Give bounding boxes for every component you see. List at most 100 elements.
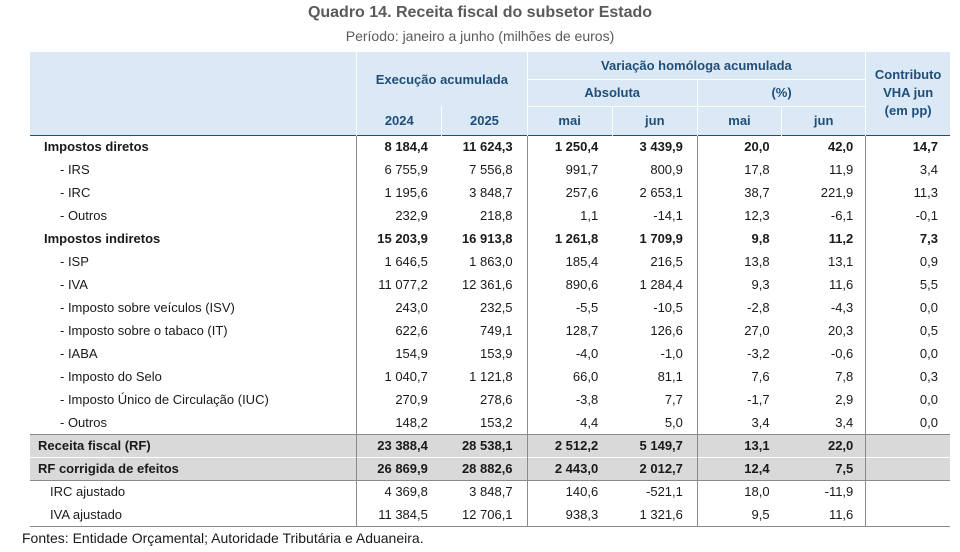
- row-label: - Outros: [60, 208, 107, 223]
- row-value: [865, 456, 950, 480]
- row-value: 81,1: [657, 369, 683, 384]
- fiscal-revenue-table: Execução acumulada Variação homóloga acu…: [30, 52, 950, 527]
- row-value: -4,0: [526, 342, 613, 365]
- row-value: 4 369,8: [356, 479, 442, 503]
- row-value: 0,9: [865, 250, 950, 273]
- row-label: - Imposto sobre veículos (ISV): [60, 300, 235, 315]
- row-value: 7,3: [865, 227, 950, 250]
- table-subtitle: Período: janeiro a junho (milhões de eur…: [345, 28, 615, 44]
- row-value: 28 882,6: [441, 456, 528, 480]
- row-value: 128,7: [526, 319, 613, 342]
- table-row: - IRS 6 755,9 7 556,8 991,7 800,9 17,8 11,9 3,4: [30, 158, 950, 181]
- row-value: -6,1: [830, 208, 854, 223]
- row-value: 23 388,4: [356, 433, 442, 457]
- source-note: Fontes: Entidade Orçamental; Autoridade …: [22, 530, 424, 546]
- row-value: 20,0: [696, 134, 782, 158]
- row-value: 28 538,1: [441, 433, 528, 457]
- row-label: - Imposto sobre o tabaco (IT): [60, 323, 228, 338]
- row-value: 9,3: [696, 273, 782, 296]
- row-value: 1 321,6: [612, 503, 698, 527]
- table-row: - Outros 232,9 218,8 1,1 -14,1 12,3 -6,1 -0,1: [30, 204, 950, 227]
- row-value: 2 443,0: [526, 456, 613, 480]
- row-label: - IABA: [60, 346, 98, 361]
- row-value: [865, 479, 950, 503]
- row-value: 278,6: [480, 392, 513, 407]
- row-value: 153,2: [480, 414, 513, 430]
- row-value: 6 755,9: [356, 158, 442, 181]
- header-abs-jun: jun: [611, 106, 698, 135]
- row-value: 11,9: [828, 162, 854, 177]
- row-value: 38,7: [696, 181, 782, 204]
- row-value: 12 361,6: [461, 277, 513, 292]
- row-value: 991,7: [526, 158, 613, 181]
- row-value: 11,6: [781, 503, 866, 527]
- row-value: 20,3: [827, 323, 854, 338]
- row-value: 0,0: [865, 296, 950, 319]
- row-value: 13,1: [827, 254, 854, 269]
- row-value: 66,0: [526, 365, 613, 388]
- row-value: -1,0: [660, 346, 683, 361]
- row-value: 26 869,9: [356, 456, 442, 480]
- row-label: Impostos indiretos: [44, 231, 161, 246]
- row-value: -521,1: [612, 479, 698, 503]
- row-value: 5,5: [865, 273, 950, 296]
- row-value: 11 077,2: [356, 273, 442, 296]
- row-value: 7,5: [781, 456, 866, 480]
- row-value: 0,0: [865, 342, 950, 365]
- row-value: [865, 433, 950, 457]
- table-row: IRC ajustado 4 369,8 3 848,7 140,6 -521,1 18,…: [30, 479, 950, 503]
- table-row: Receita fiscal (RF) 23 388,4 28 538,1 2 512…: [30, 433, 950, 457]
- row-value: 7,7: [664, 392, 683, 407]
- row-value: 17,8: [696, 158, 782, 181]
- row-value: 7 556,8: [469, 162, 513, 177]
- row-value: 11,6: [828, 277, 854, 292]
- row-value: 1 863,0: [469, 254, 513, 269]
- row-value: 216,5: [650, 254, 683, 269]
- row-value: 3 439,9: [612, 134, 698, 158]
- row-value: 12,3: [696, 204, 782, 227]
- row-value: [865, 503, 950, 527]
- row-label: Impostos diretos: [30, 134, 357, 158]
- table-row: IVA ajustado 11 384,5 12 706,1 938,3 1 321,6…: [30, 503, 950, 527]
- row-label: IVA ajustado: [30, 503, 357, 527]
- row-value: 5 149,7: [612, 433, 698, 457]
- table-row: - IRC 1 195,6 3 848,7 257,6 2 653,1 38,7 221,9…: [30, 181, 950, 204]
- row-value: 232,9: [356, 204, 442, 227]
- row-label: - Imposto Único de Circulação (IUC): [60, 392, 269, 407]
- header-pct-mai: mai: [696, 106, 782, 135]
- table-row: - Outros 148,2 153,2 4,4 5,0 3,4 3,4 0,0: [30, 411, 950, 434]
- row-value: 0,0: [865, 411, 950, 434]
- header-label-cell: [30, 52, 357, 135]
- row-value: 1 261,8: [526, 227, 613, 250]
- row-value: 3,4: [835, 414, 854, 430]
- header-contributo-line3: (em pp): [884, 103, 932, 119]
- row-value: 22,0: [781, 433, 866, 457]
- row-value: 0,0: [865, 388, 950, 411]
- header-pct-jun: jun: [781, 106, 866, 135]
- table-row: - IVA 11 077,2 12 361,6 890,6 1 284,4 9,3 11,6…: [30, 273, 950, 296]
- row-value: 7,6: [696, 365, 782, 388]
- row-value: 800,9: [650, 162, 683, 177]
- row-value: 221,9: [820, 185, 854, 200]
- row-value: 11 384,5: [356, 503, 442, 527]
- table-row: Impostos indiretos 15 203,9 16 913,8 1 261,…: [30, 227, 950, 250]
- row-value: 0,3: [865, 365, 950, 388]
- header-contributo: Contributo VHA jun (em pp): [865, 52, 950, 135]
- row-value: 1 121,8: [469, 369, 513, 384]
- row-value: -14,1: [653, 208, 683, 223]
- row-value: -10,5: [653, 300, 683, 315]
- row-value: 270,9: [356, 388, 442, 411]
- row-value: 4,4: [526, 411, 613, 434]
- row-value: 9,5: [696, 503, 782, 527]
- header-absoluta: Absoluta: [526, 79, 698, 107]
- table-row: - Imposto do Selo 1 040,7 1 121,8 66,0 81,1 7…: [30, 365, 950, 388]
- row-value: 18,0: [696, 479, 782, 503]
- row-value: 1 195,6: [356, 181, 442, 204]
- row-value: -0,6: [830, 346, 854, 361]
- row-value: 622,6: [356, 319, 442, 342]
- header-abs-mai: mai: [526, 106, 613, 135]
- row-value: 42,0: [781, 134, 866, 158]
- header-percent: (%): [696, 79, 866, 107]
- row-value: 1 646,5: [356, 250, 442, 273]
- row-label: - Outros: [60, 414, 107, 430]
